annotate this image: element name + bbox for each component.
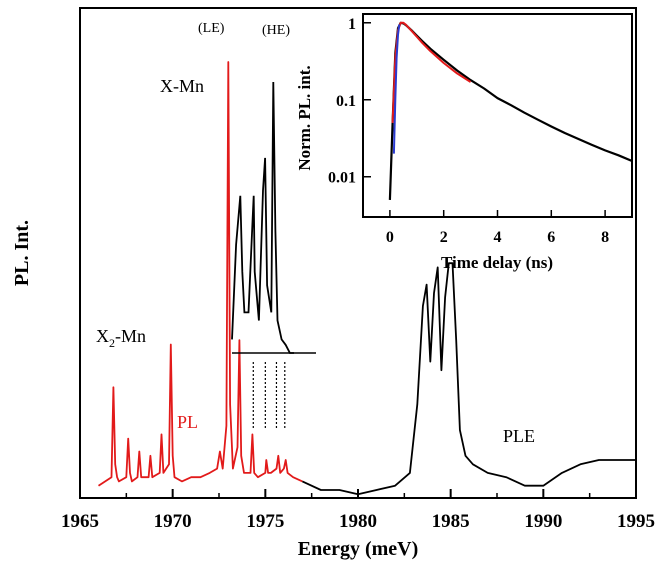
decay-inset-frame <box>362 13 633 218</box>
x-tick-label: 1990 <box>524 511 562 532</box>
x-tick-label: 1975 <box>246 511 284 532</box>
inset-x-tick-label: 8 <box>601 229 609 246</box>
inset-y-tick-label: 1 <box>348 16 356 33</box>
x-axis-label: Energy (meV) <box>298 538 419 560</box>
x-tick-label: 1980 <box>339 511 377 532</box>
inset-y-tick-label: 0.01 <box>328 170 356 187</box>
y-axis-label: PL. Int. <box>11 220 33 286</box>
inset-ticks: 0 2 4 6 8 1 0.1 0.01 <box>328 16 609 246</box>
x-tick-label: 1965 <box>61 511 99 532</box>
inset-x-tick-label: 0 <box>386 229 394 246</box>
zoom-spectrum-line <box>231 81 294 354</box>
x-tick-label: 1970 <box>154 511 192 532</box>
main-series-group <box>98 61 636 496</box>
he-label: (HE) <box>262 23 290 38</box>
x2-mn-label: X2-Mn <box>96 326 146 350</box>
inset-y-label: Norm. PL. int. <box>295 65 314 170</box>
le-label: (LE) <box>198 21 225 36</box>
x-mn-label: X-Mn <box>160 76 204 96</box>
inset-series-group <box>388 21 633 200</box>
inset-x-label: Time delay (ns) <box>441 253 553 272</box>
series-line-pl <box>98 61 303 487</box>
series-line-ple <box>302 262 636 496</box>
ple-label: PLE <box>503 426 535 446</box>
inset-decay-line <box>392 24 401 154</box>
inset-x-tick-label: 6 <box>547 229 555 246</box>
inset-x-tick-label: 2 <box>440 229 448 246</box>
inset-x-tick-label: 4 <box>494 229 502 246</box>
inset-y-tick-label: 0.1 <box>336 93 356 110</box>
x-tick-label: 1985 <box>432 511 470 532</box>
pl-label: PL <box>177 412 198 432</box>
x-tick-label: 1995 <box>617 511 655 532</box>
main-x-ticks: 1965 1970 1975 1980 1985 1990 1995 <box>61 489 655 532</box>
spectrum-zoom-inset <box>231 81 316 430</box>
